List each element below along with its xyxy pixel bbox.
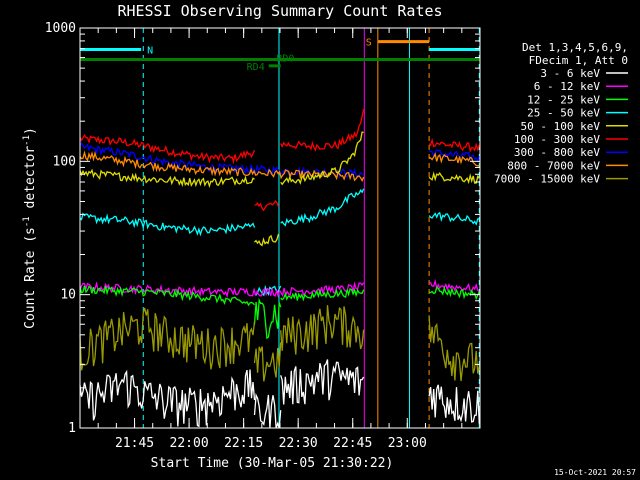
series-line <box>79 133 256 165</box>
series-line <box>79 307 256 371</box>
series-line <box>79 168 255 189</box>
series-line <box>428 315 480 382</box>
status-bar-label: N <box>147 45 153 56</box>
y-axis-label-sup1: -1 <box>22 216 32 227</box>
legend: Det 1,3,4,5,6,9, FDecim 1, Att 0 3 - 6 k… <box>494 41 628 186</box>
y-tick-label: 10 <box>60 288 76 303</box>
series-line <box>428 152 480 167</box>
series-line <box>280 305 365 355</box>
series-line <box>79 212 256 237</box>
legend-label: 100 - 300 keV <box>514 133 600 146</box>
series-line <box>428 171 480 185</box>
legend-header-line2: FDecim 1, Att 0 <box>529 54 628 67</box>
y-axis-label: Count Rate (s-1 detector-1) <box>22 127 38 329</box>
legend-label: 3 - 6 keV <box>540 67 600 80</box>
x-tick-label: 22:15 <box>224 436 263 451</box>
y-axis-label-end: ) <box>23 127 38 135</box>
series-line <box>79 369 256 428</box>
legend-label: 6 - 12 keV <box>534 80 601 93</box>
series-line <box>428 211 480 226</box>
y-tick-label: 1000 <box>45 21 76 36</box>
y-tick-label: 100 <box>53 154 76 169</box>
legend-label: 25 - 50 keV <box>527 107 600 120</box>
series-line <box>428 384 480 425</box>
y-axis-label-main: Count Rate (s <box>23 227 38 329</box>
legend-label: 50 - 100 keV <box>521 120 601 133</box>
series-line <box>280 109 365 152</box>
series-line <box>280 131 364 186</box>
series-line <box>79 150 365 183</box>
x-tick-label: 22:45 <box>333 436 372 451</box>
series-line <box>280 287 365 302</box>
legend-label: 300 - 800 keV <box>514 146 600 159</box>
series-line <box>254 233 280 247</box>
series-line <box>253 342 282 382</box>
x-tick-label: 21:45 <box>115 436 154 451</box>
legend-label: 12 - 25 keV <box>527 93 600 106</box>
series-line <box>253 392 282 429</box>
series-line <box>254 199 280 212</box>
chart-title: RHESSI Observing Summary Count Rates <box>117 2 442 20</box>
axes: 1 10 100 1000 21:45 22:00 22:15 22:30 22:45 23:00 <box>45 21 480 451</box>
status-bar-label: RD0 <box>276 54 294 65</box>
y-axis-label-mid: detector <box>23 146 38 217</box>
x-axis-label: Start Time (30-Mar-05 21:30:22) <box>151 456 394 471</box>
legend-label: 800 - 7000 keV <box>507 159 600 172</box>
series-line <box>79 285 255 307</box>
series-line <box>79 142 364 179</box>
legend-label: 7000 - 15000 keV <box>494 173 600 186</box>
y-axis-label-sup2: -1 <box>22 135 32 146</box>
plot-area: N S RD0 RD4 <box>79 28 480 429</box>
status-bar-label: RD4 <box>247 62 265 73</box>
status-bar-label: S <box>366 38 372 49</box>
timestamp: 15-Oct-2021 20:57 <box>554 468 636 477</box>
series-line <box>280 359 365 405</box>
series-line <box>428 285 480 301</box>
x-tick-label: 22:00 <box>170 436 209 451</box>
y-tick-label: 1 <box>68 421 76 436</box>
x-tick-label: 23:00 <box>388 436 427 451</box>
legend-header-line1: Det 1,3,4,5,6,9, <box>522 41 628 54</box>
series-line <box>428 137 480 153</box>
x-tick-label: 22:30 <box>279 436 318 451</box>
series-line <box>280 188 365 227</box>
series-line <box>253 297 282 340</box>
